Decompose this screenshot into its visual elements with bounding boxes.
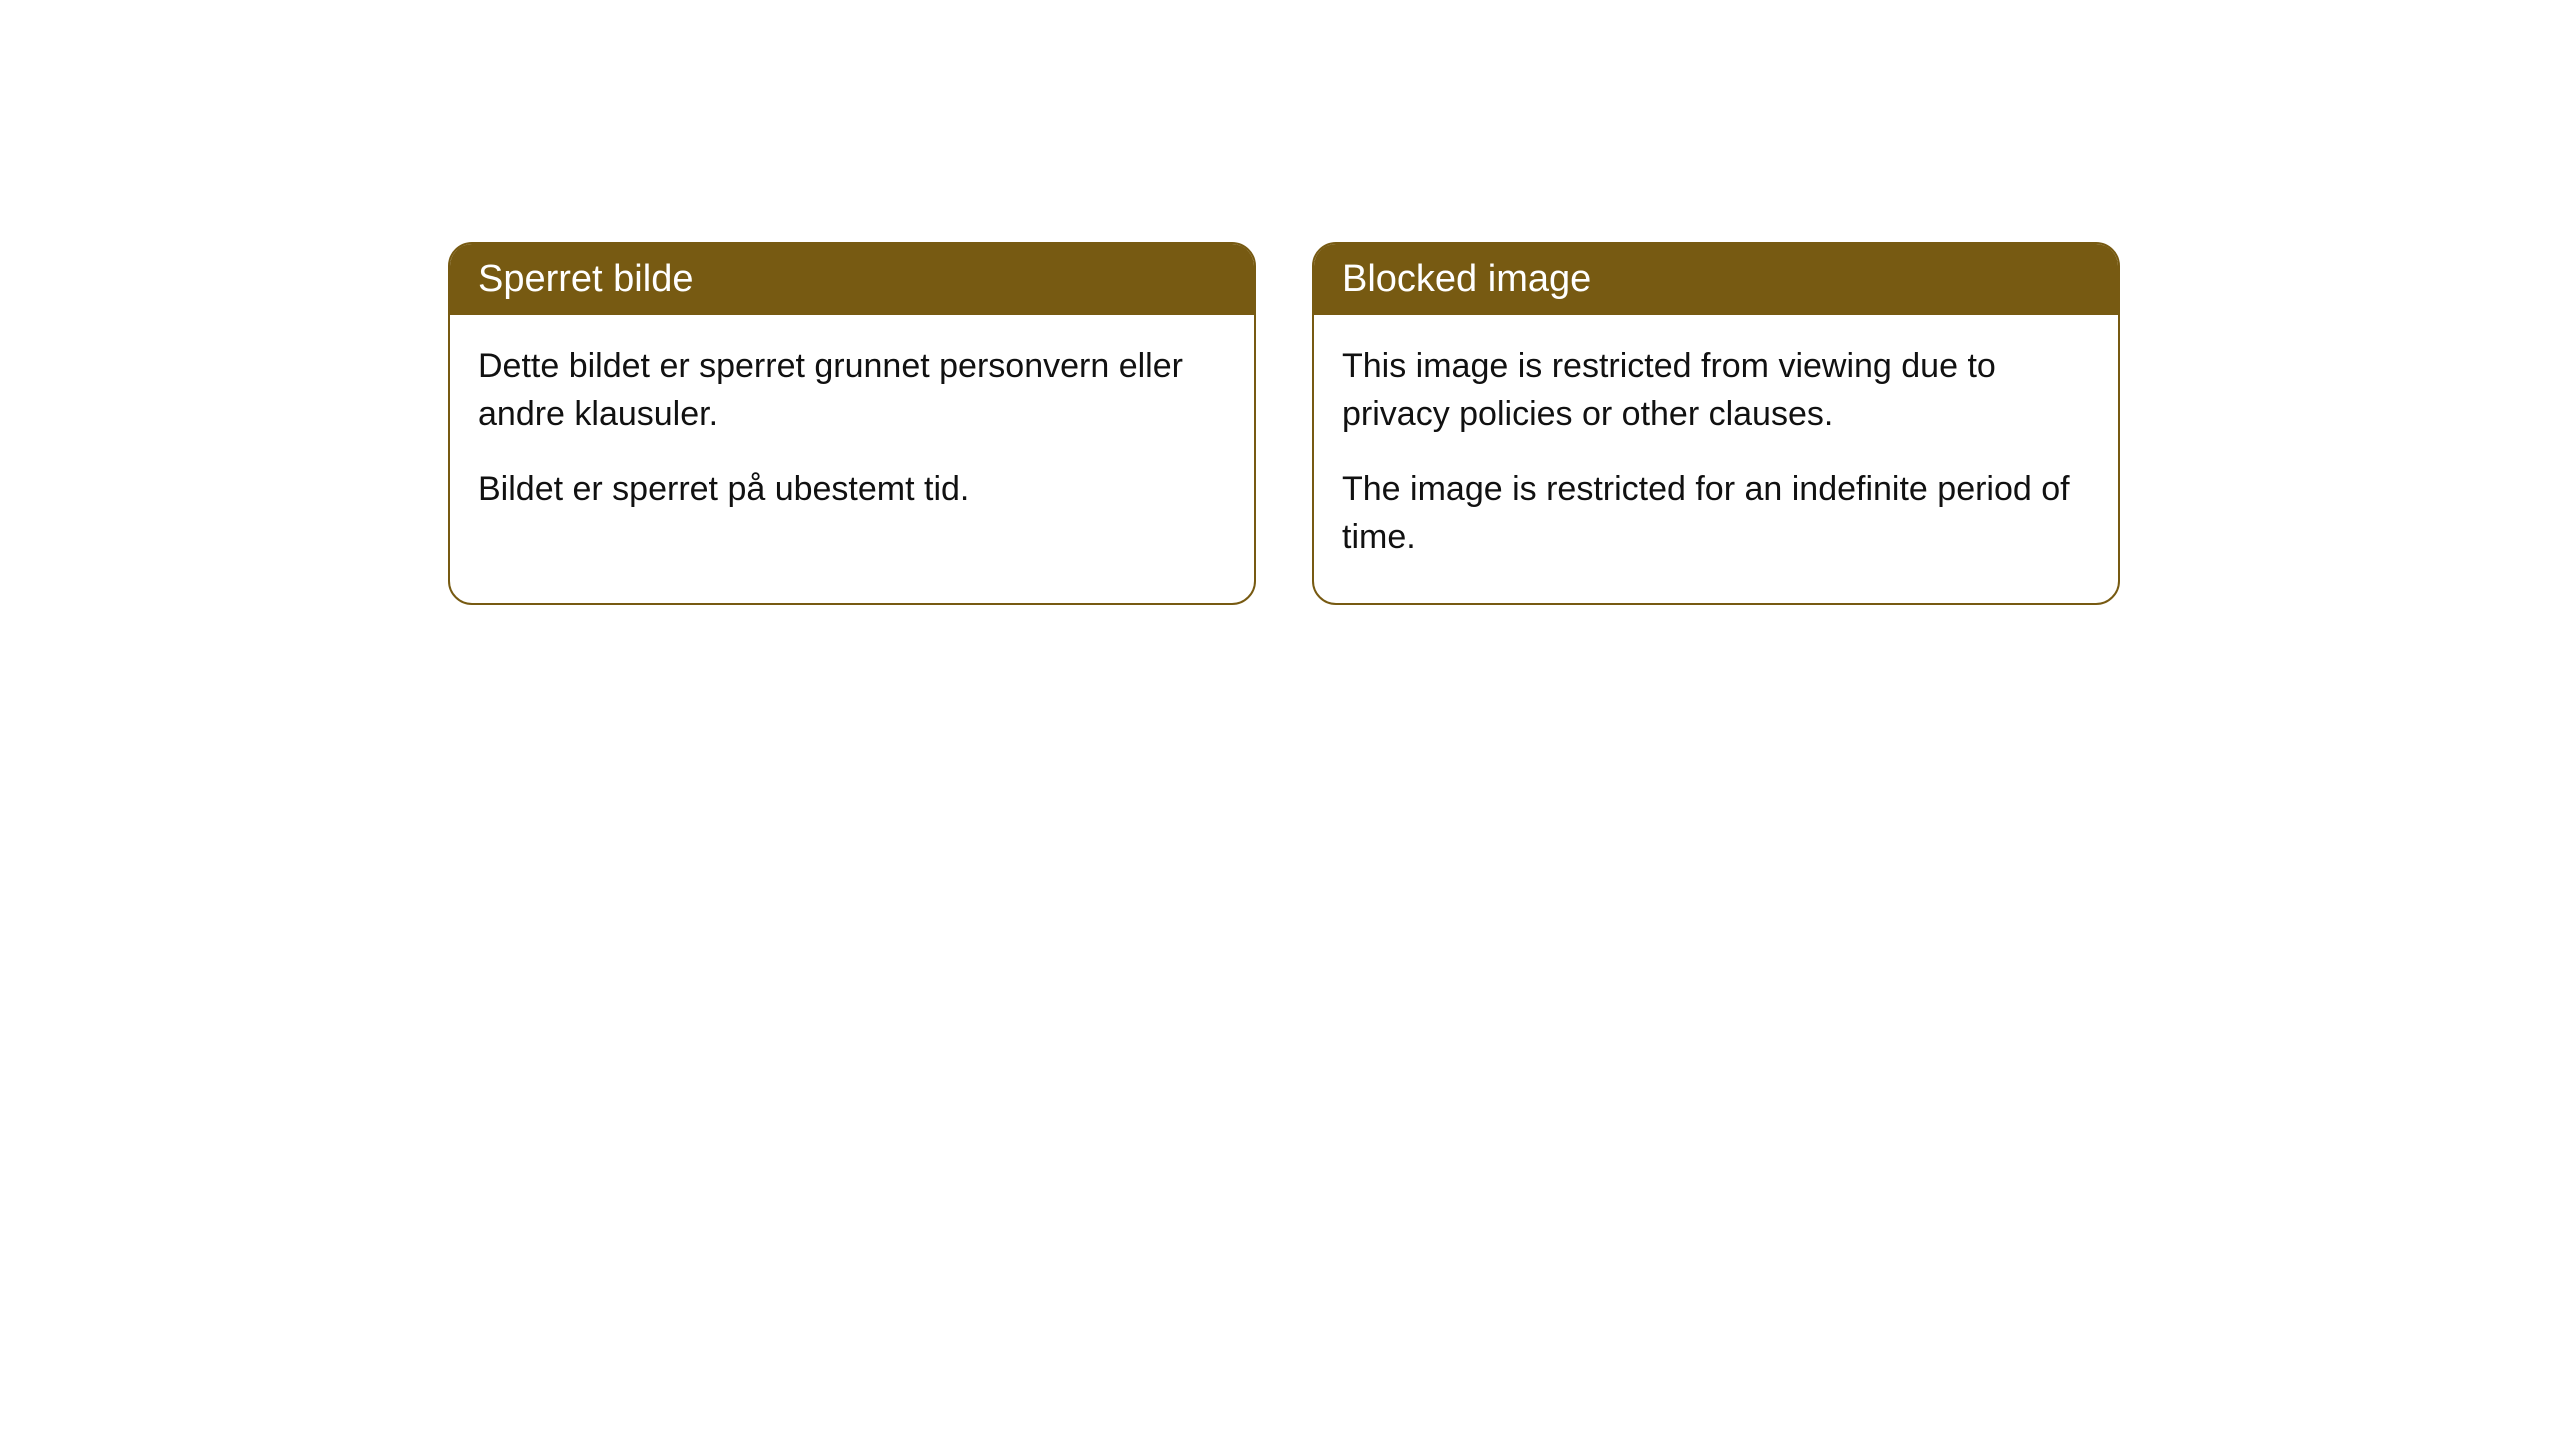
card-body: Dette bildet er sperret grunnet personve…	[450, 315, 1254, 556]
blocked-image-card-english: Blocked image This image is restricted f…	[1312, 242, 2120, 605]
blocked-image-card-norwegian: Sperret bilde Dette bildet er sperret gr…	[448, 242, 1256, 605]
card-paragraph-1: Dette bildet er sperret grunnet personve…	[478, 343, 1226, 438]
card-title: Sperret bilde	[478, 258, 693, 300]
card-body: This image is restricted from viewing du…	[1314, 315, 2118, 603]
card-paragraph-2: Bildet er sperret på ubestemt tid.	[478, 466, 1226, 514]
cards-container: Sperret bilde Dette bildet er sperret gr…	[0, 0, 2560, 605]
card-title: Blocked image	[1342, 258, 1591, 300]
card-paragraph-1: This image is restricted from viewing du…	[1342, 343, 2090, 438]
card-header: Blocked image	[1314, 244, 2118, 315]
card-header: Sperret bilde	[450, 244, 1254, 315]
card-paragraph-2: The image is restricted for an indefinit…	[1342, 466, 2090, 561]
